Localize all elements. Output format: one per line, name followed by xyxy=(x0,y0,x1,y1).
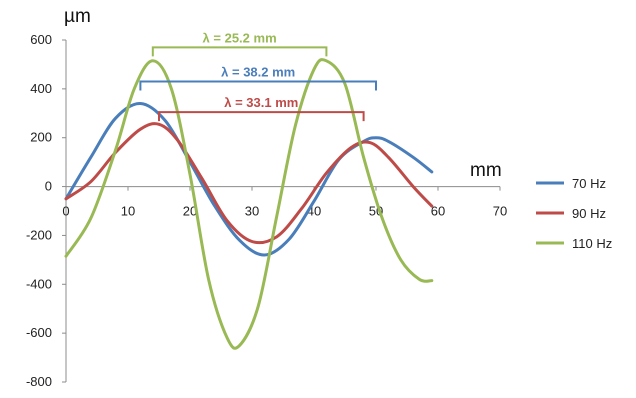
wavelength-bracket xyxy=(158,111,365,122)
x-tick-label: 70 xyxy=(493,204,507,219)
y-tick-label: 200 xyxy=(30,130,52,145)
wavelength-label: λ = 38.2 mm xyxy=(221,65,295,80)
series-line-70-hz xyxy=(64,102,434,257)
series-line-110-hz xyxy=(64,58,434,350)
y-tick-label: 400 xyxy=(30,81,52,96)
series-lines xyxy=(64,58,434,350)
y-tick-label: 0 xyxy=(45,179,52,194)
legend-label: 90 Hz xyxy=(572,206,606,221)
y-tick-label: 600 xyxy=(30,32,52,47)
x-tick-label: 60 xyxy=(431,204,445,219)
x-tick-label: 30 xyxy=(245,204,259,219)
legend-label: 70 Hz xyxy=(572,176,606,191)
wavelength-label: λ = 33.1 mm xyxy=(224,95,298,110)
legend: 70 Hz 90 Hz 110 Hz xyxy=(536,176,612,251)
series-line-90-hz xyxy=(64,122,434,245)
wavelength-bracket xyxy=(139,80,377,91)
y-tick-label: -400 xyxy=(26,276,52,291)
wavelength-label: λ = 25.2 mm xyxy=(203,30,277,45)
legend-label: 110 Hz xyxy=(572,236,612,251)
y-axis-label: µm xyxy=(64,6,91,27)
x-tick-label: 0 xyxy=(62,204,69,219)
y-tick-label: -600 xyxy=(26,325,52,340)
x-axis-label: mm xyxy=(470,160,502,181)
wavelength-bracket xyxy=(151,46,328,57)
x-tick-label: 10 xyxy=(121,204,135,219)
x-tick-label: 20 xyxy=(183,204,197,219)
wavelength-annotations: λ = 25.2 mm λ = 38.2 mm λ = 33.1 mm xyxy=(139,30,377,122)
y-tick-label: -200 xyxy=(26,227,52,242)
y-tick-label: -800 xyxy=(26,374,52,389)
